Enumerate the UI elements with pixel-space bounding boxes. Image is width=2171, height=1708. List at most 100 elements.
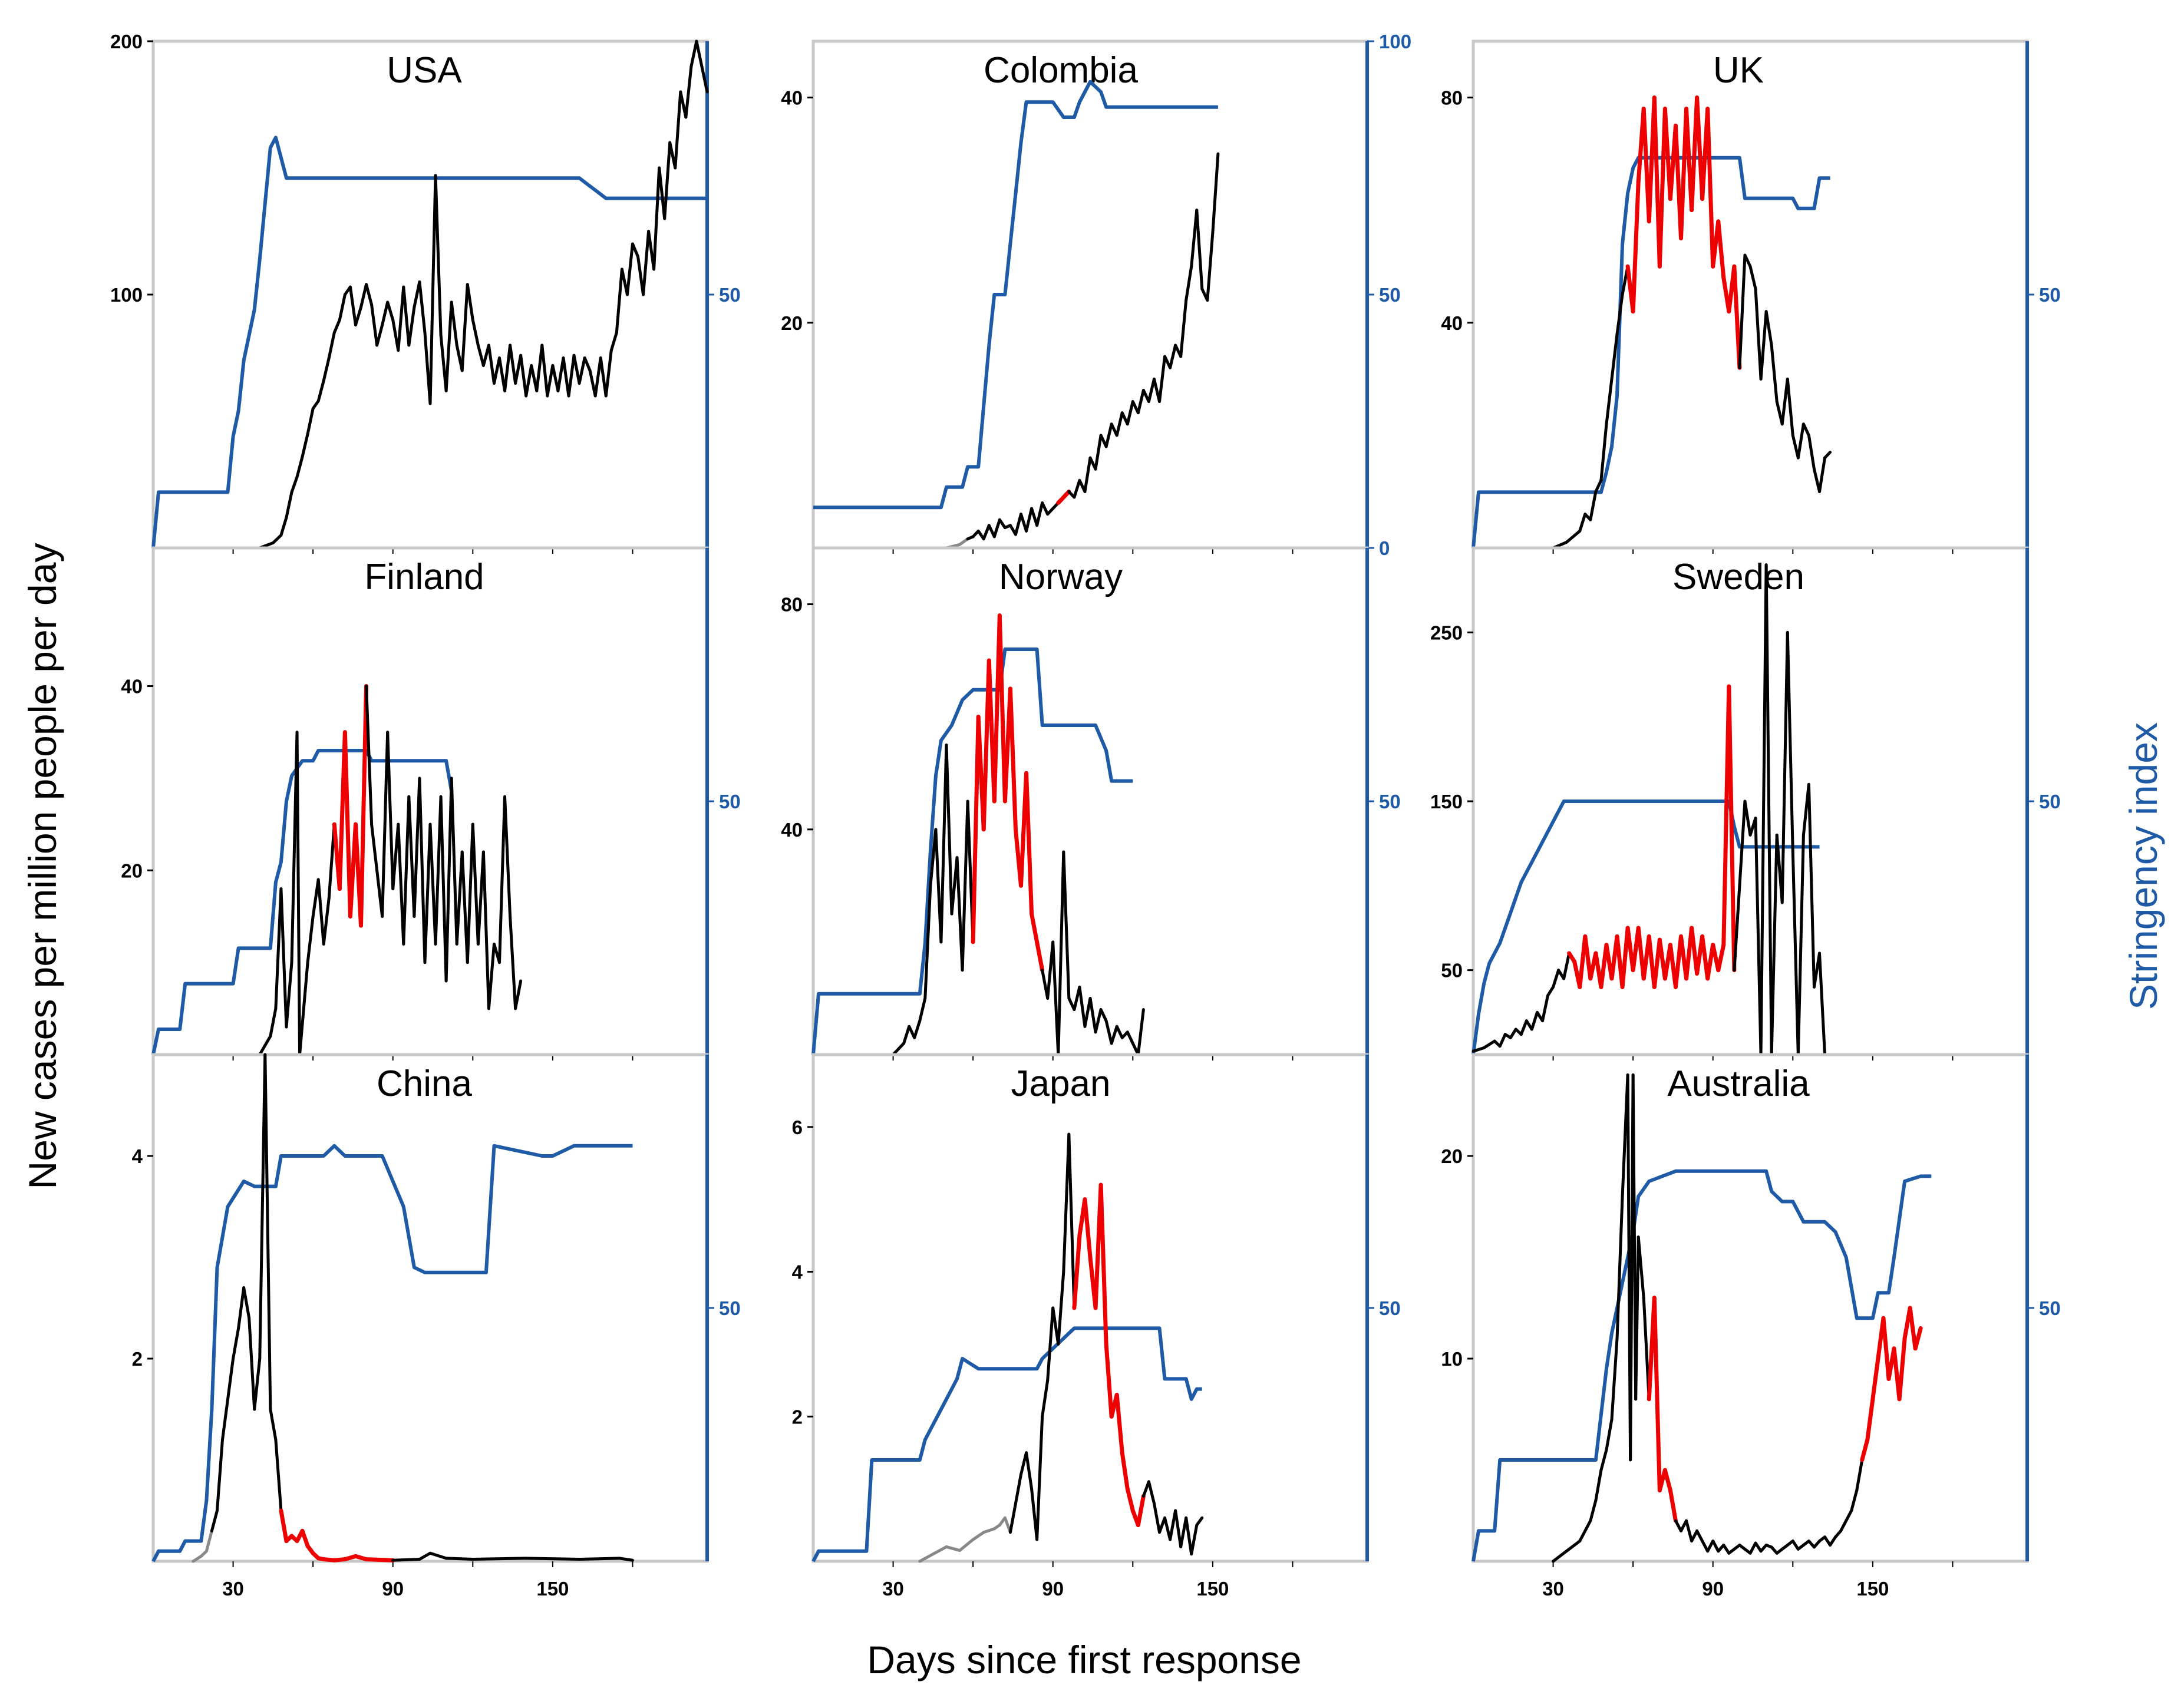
cases-segment [269,1408,278,1442]
cases-segment [375,323,384,347]
cases-segment [1471,1046,1486,1053]
cases-segment [365,283,374,306]
y-tick-label: 20 [781,312,803,334]
cases-segment [444,777,453,983]
cases-segment [1578,513,1587,533]
y-tick-label: 6 [792,1116,803,1138]
cases-segment [258,1053,267,1360]
cases-segment [509,343,517,385]
cases-segment [1674,1519,1682,1532]
cases-segment-highlight [1727,684,1737,973]
x-tick-label: 90 [1702,1578,1724,1600]
cases-segment [1057,850,1065,1056]
y-axis-label: New cases per million people per day [21,543,64,1190]
y-tick-label: 40 [781,87,803,109]
cases-segment [402,795,411,946]
cases-segment [471,1557,528,1561]
cases-segment-highlight [364,1557,395,1562]
cases-segment [1786,377,1794,437]
cases-segment [1807,782,1816,989]
cases-segment [535,343,544,392]
cases-segment [700,65,709,94]
cases-segment-highlight [1098,1182,1108,1346]
cases-segment [674,90,682,170]
cases-segment [1839,1519,1848,1532]
cases-segment [1634,1235,1640,1401]
cases-segment [1748,265,1757,290]
y-tick-label: 40 [781,819,803,841]
cases-segment [1594,1468,1603,1502]
cases-segment-highlight [971,715,981,944]
cases-segment [1706,1539,1715,1553]
cases-segment [556,356,565,392]
cases-segment [1695,1529,1704,1543]
x-tick-label: 30 [1542,1578,1564,1600]
cases-segment [258,1043,267,1056]
cases-segment [1057,1270,1065,1346]
cases-segment [498,356,507,392]
cases-segment [583,356,592,372]
cases-segment [1770,833,1779,1056]
cases-segment [1796,422,1805,460]
cases-segment [311,399,320,410]
cases-segment [689,39,698,68]
cases-segment [1211,152,1220,234]
cases-segment [593,356,602,398]
stringency-line [813,80,1218,510]
cases-segment [1190,1524,1199,1556]
x-tick-label: 150 [1856,1578,1889,1600]
cases-segment [386,731,395,891]
cases-segment [663,141,672,220]
cases-segment [215,1438,224,1512]
cases-segment [269,1007,278,1038]
cases-segment [1754,1541,1763,1553]
cases-segment [348,285,357,327]
cases-segment [1615,293,1624,336]
cases-segment [1565,1539,1582,1553]
cases-segment [301,432,309,458]
cases-segment [1147,377,1156,404]
cases-segment [1147,1480,1156,1505]
cases-segment [285,490,293,519]
panel-title: Sweden [1672,557,1804,597]
y-tick-label: 2 [792,1406,803,1428]
cases-segment [1733,884,1741,972]
panel-australia: 10 20 50 30 90 150 Australia [1441,1053,2061,1600]
cases-segment [931,1545,948,1556]
cases-segment [1552,1550,1568,1563]
cases-segment [1126,400,1134,426]
cases-segment [1094,1008,1103,1034]
cases-segment-highlight [1652,1296,1662,1493]
cases-segment-highlight [1662,1468,1672,1493]
y-tick-label: 40 [1441,312,1463,334]
cases-segment [242,1286,251,1320]
y2-tick-label: 50 [2039,1297,2061,1319]
cases-segment [1136,1008,1145,1056]
cases-segment [397,822,405,946]
cases-segment [413,777,421,918]
cases-segment [1610,1337,1619,1421]
y2-tick-label: 50 [2039,791,2061,812]
cases-segment [1562,952,1571,980]
y2-tick-label: 50 [2039,284,2061,306]
cases-segment [1823,1535,1832,1547]
cases-segment [551,364,560,392]
cases-segment [1179,1516,1188,1548]
cases-segment [982,524,991,541]
stringency-line [151,1144,633,1562]
cases-segment-highlight [359,684,369,928]
cases-segment [992,518,1001,539]
cases-segment [1764,310,1773,347]
y-tick-label: 20 [1441,1145,1463,1167]
cases-segment [1163,1516,1172,1541]
cases-segment-highlight [1897,1336,1907,1402]
cases-segment-highlight [1732,264,1742,370]
right-axis-label: Stringency index [2121,722,2165,1010]
cases-segment [1509,1028,1517,1039]
cases-segment [1195,209,1204,290]
cases-segment-highlight [1125,1486,1135,1513]
cases-segment [1014,513,1022,536]
cases-segment [285,961,293,1029]
cases-segment [428,1551,448,1560]
cases-segment-highlight [1024,771,1034,916]
